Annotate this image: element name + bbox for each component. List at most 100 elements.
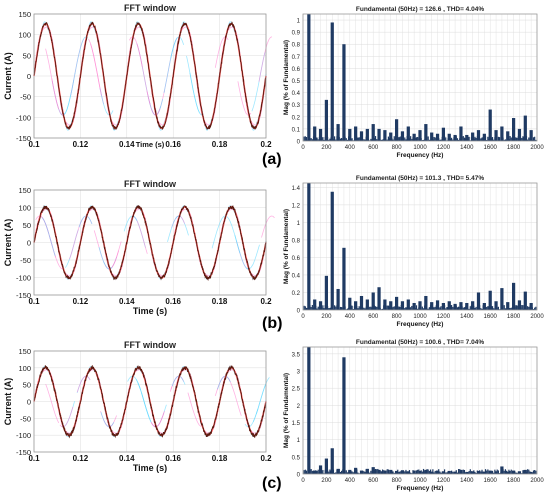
spectrum-floor-bar: [462, 307, 464, 310]
y-tick-label: 1: [297, 221, 301, 227]
harmonic-fragment: [163, 37, 178, 93]
spectrum-bar-1950hz: [529, 471, 533, 474]
spectrum-bar-550hz: [365, 468, 369, 474]
spectrum-floor-bar: [351, 471, 353, 474]
spectrum-floor-bar: [498, 473, 501, 474]
spectrum-bar-1000hz: [418, 130, 422, 141]
spectrum-floor-bar: [415, 305, 418, 310]
x-tick-label: 0.18: [212, 297, 228, 306]
spectrum-floor-bar: [468, 308, 470, 310]
spectrum-bar-1400hz: [465, 471, 469, 474]
spectrum-floor-bar: [486, 470, 488, 474]
x-tick-label: 0.1: [28, 297, 40, 306]
x-tick-label: 0: [301, 145, 305, 151]
spectrum-floor-bar: [339, 306, 342, 310]
spectrum-floor-bar: [450, 305, 453, 310]
y-axis-label: Mag (% of Fundamental): [283, 373, 290, 448]
spectrum-bar-350hz: [342, 357, 346, 474]
spectrum-bar-1900hz: [523, 115, 527, 141]
spectrum-bar-1150hz: [435, 133, 440, 141]
spectrum-bar-1250hz: [447, 301, 451, 310]
spectrum-floor-bar: [439, 307, 441, 310]
spectrum-floor-bar: [352, 308, 354, 310]
spectrum-bar-650hz: [377, 128, 381, 141]
y-tick-label: -150: [16, 448, 31, 457]
y-tick-label: 0.2: [292, 291, 301, 297]
spectrum-floor-bar: [456, 307, 459, 310]
y-tick-label: 0.8: [292, 238, 301, 244]
spectrum-floor-bar: [335, 139, 337, 141]
spectrum-floor-bar: [433, 136, 435, 141]
harmonic-fragment: [189, 72, 203, 116]
spectrum-floor-bar: [493, 139, 495, 141]
spectrum-floor-bar: [341, 137, 343, 141]
spectrum-floor-bar: [364, 471, 366, 474]
spectrum-bar-500hz: [359, 131, 364, 141]
spectrum-floor-bar: [487, 469, 489, 474]
spectrum-floor-bar: [515, 305, 517, 310]
spectrum-floor-bar: [410, 136, 412, 141]
spectrum-floor-bar: [398, 306, 400, 310]
y-axis-label: Current (A): [3, 219, 13, 267]
x-tick-label: 1000: [413, 145, 427, 151]
spectrum-bar-850hz: [400, 301, 405, 310]
spectrum-floor-bar: [474, 307, 476, 310]
y-tick-label: 0.4: [292, 91, 301, 97]
chart-1-bar: Fundamental (50Hz) = 126.6 , THD= 4.04% 1…: [283, 6, 544, 159]
spectrum-floor-bar: [328, 308, 330, 310]
spectrum-floor-bar: [411, 305, 413, 310]
spectrum-floor-bar: [481, 469, 483, 474]
spectrum-bar-1700hz: [500, 466, 504, 474]
spectrum-bar-400hz: [348, 469, 352, 474]
spectrum-floor-bar: [469, 469, 471, 474]
spectrum-floor-bar: [392, 139, 394, 141]
spectrum-floor-bar: [504, 308, 507, 310]
y-tick-label: 100: [18, 31, 31, 40]
y-tick-label: -100: [16, 431, 31, 440]
spectrum-floor-bar: [458, 469, 460, 474]
spectrum-floor-bar: [393, 306, 395, 310]
spectrum-floor-bar: [510, 137, 512, 141]
spectrum-bar-1300hz: [453, 303, 457, 310]
y-tick-label: 1: [297, 19, 301, 25]
y-tick-label: 0.6: [292, 67, 301, 73]
y-tick-label: -100: [16, 113, 31, 122]
spectrum-floor-bar: [305, 137, 308, 141]
harmonic-fragment: [59, 406, 74, 428]
spectrum-bar-1350hz: [459, 302, 463, 310]
y-axis-label: Mag (% of Fundamental): [283, 40, 290, 115]
spectrum-bar-700hz: [383, 299, 387, 310]
spectrum-bar-1100hz: [430, 132, 434, 141]
spectrum-floor-bar: [510, 307, 512, 310]
spectrum-floor-bar: [341, 470, 343, 474]
y-tick-label: -50: [20, 93, 31, 102]
spectrum-floor-bar: [357, 472, 359, 474]
x-axis-label: Frequency (Hz): [397, 152, 444, 159]
spectrum-bar-800hz: [394, 296, 399, 310]
spectrum-floor-bar: [487, 136, 489, 141]
spectrum-floor-bar: [433, 307, 435, 310]
spectrum-floor-bar: [515, 137, 517, 141]
spectrum-floor-bar: [364, 139, 366, 141]
spectrum-bar-1800hz: [511, 118, 516, 141]
x-tick-label: 2000: [530, 314, 544, 320]
x-tick-label: 1800: [507, 145, 521, 151]
spectrum-floor-bar: [370, 138, 372, 141]
spectrum-floor-bar: [415, 137, 418, 141]
spectrum-floor-bar: [341, 307, 343, 310]
spectrum-floor-bar: [445, 308, 447, 310]
x-tick-label: 200: [321, 314, 332, 320]
spectrum-bar-750hz: [389, 132, 393, 141]
spectrum-bar-1450hz: [471, 132, 475, 141]
y-tick-label: 50: [23, 381, 31, 390]
spectrum-bar-1950hz: [529, 302, 533, 310]
x-tick-label: 2000: [530, 478, 544, 484]
spectrum-floor-bar: [305, 307, 308, 310]
spectrum-floor-bar: [503, 139, 505, 141]
spectrum-floor-bar: [535, 306, 537, 310]
spectrum-floor-bar: [317, 306, 319, 310]
spectrum-floor-bar: [486, 306, 488, 310]
x-axis-label: Frequency (Hz): [397, 485, 444, 492]
spectrum-bar-950hz: [412, 302, 416, 310]
